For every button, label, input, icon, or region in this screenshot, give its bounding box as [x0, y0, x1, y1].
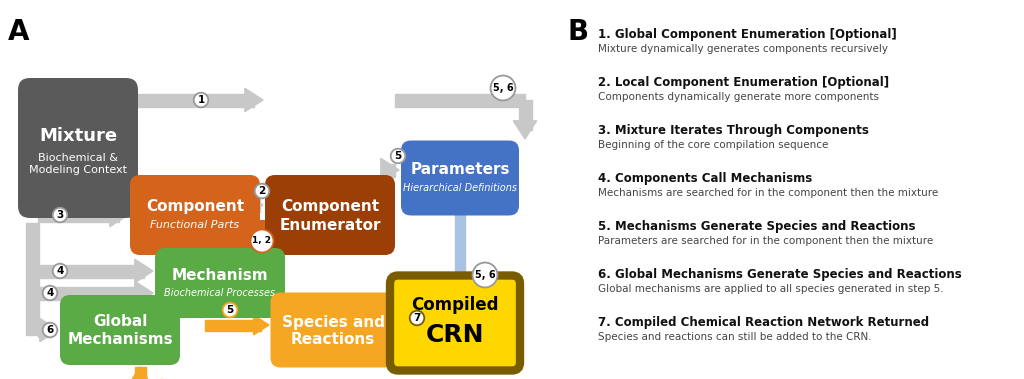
Bar	[26, 223, 39, 335]
Text: 5: 5	[226, 305, 233, 315]
Text: Mechanism: Mechanism	[172, 268, 268, 282]
Bar	[134, 367, 145, 379]
Text: 1. Global Component Enumeration [Optional]: 1. Global Component Enumeration [Optiona…	[598, 28, 897, 41]
Polygon shape	[40, 318, 58, 342]
Text: 7. Compiled Chemical Reaction Network Returned: 7. Compiled Chemical Reaction Network Re…	[598, 316, 929, 329]
Text: CRN: CRN	[426, 323, 484, 347]
Text: 1, 2: 1, 2	[253, 236, 271, 246]
Text: 5. Mechanisms Generate Species and Reactions: 5. Mechanisms Generate Species and React…	[598, 220, 915, 233]
Polygon shape	[388, 323, 403, 343]
Text: Component: Component	[281, 199, 379, 215]
FancyBboxPatch shape	[401, 141, 519, 216]
Bar	[400, 330, 458, 340]
Text: 4: 4	[56, 266, 63, 276]
Text: 6. Global Mechanisms Generate Species and Reactions: 6. Global Mechanisms Generate Species an…	[598, 268, 962, 281]
Text: 2: 2	[258, 186, 265, 196]
Text: 4: 4	[46, 288, 53, 298]
Text: Species and reactions can still be added to the CRN.: Species and reactions can still be added…	[598, 332, 871, 342]
Polygon shape	[135, 281, 153, 305]
Polygon shape	[245, 88, 263, 112]
Text: 2. Local Component Enumeration [Optional]: 2. Local Component Enumeration [Optional…	[598, 76, 889, 89]
Text: Mechanisms are searched for in the component then the mixture: Mechanisms are searched for in the compo…	[598, 188, 938, 198]
FancyBboxPatch shape	[270, 293, 395, 368]
Bar	[390, 163, 395, 177]
Bar	[38, 208, 119, 221]
Text: Parameters are searched for in the component then the mixture: Parameters are searched for in the compo…	[598, 236, 933, 246]
Bar	[205, 319, 261, 330]
Bar	[38, 287, 144, 299]
Polygon shape	[135, 259, 153, 283]
Text: 3. Mixture Iterates Through Components: 3. Mixture Iterates Through Components	[598, 124, 869, 137]
Text: Mixture: Mixture	[39, 127, 117, 145]
Bar	[518, 100, 531, 130]
Text: Components dynamically generate more components: Components dynamically generate more com…	[598, 92, 879, 102]
FancyBboxPatch shape	[155, 248, 285, 318]
FancyBboxPatch shape	[390, 276, 520, 371]
Bar	[38, 265, 144, 277]
Text: 5, 6: 5, 6	[475, 270, 496, 280]
Text: Biochemical &: Biochemical &	[38, 153, 118, 163]
Polygon shape	[254, 315, 269, 335]
Text: 6: 6	[46, 325, 53, 335]
Text: 4. Components Call Mechanisms: 4. Components Call Mechanisms	[598, 172, 812, 185]
Text: Beginning of the core compilation sequence: Beginning of the core compilation sequen…	[598, 140, 828, 150]
Text: Component: Component	[146, 199, 244, 215]
Bar	[395, 94, 525, 107]
Text: Compiled: Compiled	[412, 296, 499, 314]
Polygon shape	[400, 326, 414, 344]
Polygon shape	[513, 121, 537, 139]
Text: Hierarchical Definitions: Hierarchical Definitions	[403, 183, 517, 193]
Text: Mixture dynamically generates components recursively: Mixture dynamically generates components…	[598, 44, 888, 54]
Text: Global: Global	[93, 315, 147, 329]
Bar	[455, 215, 465, 340]
FancyBboxPatch shape	[265, 175, 395, 255]
Text: 5, 6: 5, 6	[493, 83, 513, 93]
Polygon shape	[110, 203, 128, 227]
Text: Global mechanisms are applied to all species generated in step 5.: Global mechanisms are applied to all spe…	[598, 284, 944, 294]
Text: 7: 7	[414, 313, 421, 323]
FancyBboxPatch shape	[130, 175, 260, 255]
Text: 3: 3	[56, 210, 63, 220]
Text: Modeling Context: Modeling Context	[29, 165, 127, 175]
Bar	[138, 94, 254, 106]
FancyBboxPatch shape	[18, 78, 138, 218]
Text: B: B	[568, 18, 589, 46]
Bar	[38, 324, 49, 337]
Polygon shape	[245, 193, 263, 217]
Text: Biochemical Processes: Biochemical Processes	[165, 288, 275, 298]
Polygon shape	[130, 367, 150, 379]
Text: Species and: Species and	[282, 315, 384, 329]
Text: Enumerator: Enumerator	[280, 218, 381, 232]
Text: Parameters: Parameters	[411, 163, 510, 177]
Text: Mechanisms: Mechanisms	[68, 332, 173, 348]
Text: Reactions: Reactions	[291, 332, 375, 348]
Text: Functional Parts: Functional Parts	[151, 220, 240, 230]
Text: 1: 1	[198, 95, 205, 105]
Text: 5: 5	[394, 151, 401, 161]
Text: A: A	[8, 18, 30, 46]
Bar	[254, 199, 260, 211]
FancyBboxPatch shape	[60, 295, 180, 365]
Polygon shape	[381, 158, 399, 182]
